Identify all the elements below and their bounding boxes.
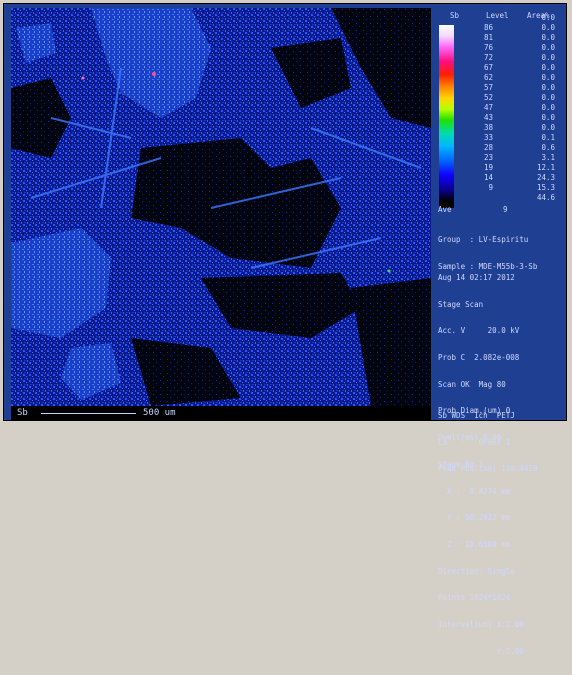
color-scale-row: 67 0.0 bbox=[455, 63, 563, 73]
color-scale-row: 14 24.3 bbox=[455, 173, 563, 183]
sample-line: Sample : MDE-M55b-3-Sb bbox=[438, 261, 538, 271]
color-scale-row: 44.6 bbox=[455, 193, 563, 203]
level-value: 76 bbox=[483, 43, 493, 52]
color-scale-row: 0.0 bbox=[455, 13, 563, 23]
area-value: 0.0 bbox=[541, 83, 555, 92]
area-value: 0.0 bbox=[541, 33, 555, 42]
level-value: 33 bbox=[483, 133, 493, 142]
scale-bar-element: Sb bbox=[17, 408, 28, 418]
level-value: 38 bbox=[483, 123, 493, 132]
area-value: 3.1 bbox=[541, 153, 555, 162]
area-value: 0.0 bbox=[541, 23, 555, 32]
condition-line: Prob C 2.082e-008 bbox=[438, 352, 520, 362]
info-panel: Sb Level Area% 0.0 86 0.0 81 0.0 76 0.0 72 0.0 67… bbox=[433, 8, 565, 656]
spectrometer-line: Peak Pos.(mm) 110.4410 bbox=[438, 464, 538, 474]
color-scale-row: 72 0.0 bbox=[455, 53, 563, 63]
color-scale-row: 38 0.0 bbox=[455, 123, 563, 133]
condition-line: Scan OK Mag 80 bbox=[438, 379, 506, 389]
area-value: 0.0 bbox=[541, 43, 555, 52]
area-header: Area% bbox=[527, 11, 550, 20]
area-value: 0.0 bbox=[541, 73, 555, 82]
color-scale-row: 23 3.1 bbox=[455, 153, 563, 163]
spectrometer-info: Sb WDS 1ch PETJ La Order 1 Peak Pos.(mm)… bbox=[438, 394, 563, 492]
group-line: Group : LV-Espiritu bbox=[438, 234, 529, 244]
level-value: 19 bbox=[483, 163, 493, 172]
color-scale-row: 33 0.1 bbox=[455, 133, 563, 143]
condition-line: Acc. V 20.0 kV bbox=[438, 326, 520, 336]
condition-line: Aug 14 02:17 2012 bbox=[438, 272, 515, 282]
condition-line: Y:2.00 bbox=[438, 646, 524, 656]
sb-distribution-map bbox=[11, 8, 431, 406]
element-label: Sb bbox=[450, 11, 460, 20]
color-scale-row: 52 0.0 bbox=[455, 93, 563, 103]
spectrometer-line: La Order 1 bbox=[438, 437, 511, 447]
condition-line: Direction: Single bbox=[438, 566, 515, 576]
area-value: 0.0 bbox=[541, 63, 555, 72]
color-scale-row: 43 0.0 bbox=[455, 113, 563, 123]
level-value: 28 bbox=[483, 143, 493, 152]
level-header: Level bbox=[486, 11, 509, 20]
condition-line: Prob Diam.(um) 0 bbox=[438, 406, 511, 416]
level-value: 72 bbox=[483, 53, 493, 62]
area-value: 0.0 bbox=[541, 93, 555, 102]
sample-info: Group : LV-Espiritu Sample : MDE-M55b-3-… bbox=[438, 218, 563, 289]
area-value: 0.0 bbox=[541, 13, 555, 22]
level-value: 14 bbox=[483, 173, 493, 182]
condition-line: Stage Scan bbox=[438, 299, 484, 309]
color-scale-row: 19 12.1 bbox=[455, 163, 563, 173]
level-value: 9 bbox=[488, 183, 493, 192]
area-value: 44.6 bbox=[536, 193, 555, 202]
color-scale-row: 47 0.0 bbox=[455, 103, 563, 113]
element-map-image[interactable]: Sb 500 um bbox=[11, 8, 431, 420]
level-value: 81 bbox=[483, 33, 493, 42]
color-scale-row: 76 0.0 bbox=[455, 43, 563, 53]
area-value: 0.0 bbox=[541, 113, 555, 122]
level-value: 43 bbox=[483, 113, 493, 122]
level-value: 57 bbox=[483, 83, 493, 92]
color-scale-bar bbox=[439, 25, 454, 208]
condition-line: Interval(um) X:2.00 bbox=[438, 620, 524, 630]
colorbar-header: Sb Level Area% bbox=[438, 11, 563, 22]
condition-line: Z : 10.6500 mm bbox=[438, 540, 511, 549]
area-value: 0.6 bbox=[541, 143, 555, 152]
color-scale-row: 86 0.0 bbox=[455, 23, 563, 33]
ave-label: Ave bbox=[438, 205, 452, 214]
scale-bar-length: 500 um bbox=[143, 408, 176, 418]
color-scale-row: 9 15.3 bbox=[455, 183, 563, 193]
level-value: 47 bbox=[483, 103, 493, 112]
color-scale-row: 62 0.0 bbox=[455, 73, 563, 83]
area-value: 0.0 bbox=[541, 103, 555, 112]
map-window: Sb 500 um Sb Level Area% 0.0 86 0.0 81 0.0 76… bbox=[3, 3, 567, 656]
average-row: Ave 9 bbox=[433, 205, 563, 216]
color-scale-row: 57 0.0 bbox=[455, 83, 563, 93]
color-scale-row: 28 0.6 bbox=[455, 143, 563, 153]
spectrometer-line: Sb WDS 1ch PETJ bbox=[438, 410, 515, 420]
area-value: 15.3 bbox=[536, 183, 555, 192]
area-value: 0.1 bbox=[541, 133, 555, 142]
level-value: 23 bbox=[483, 153, 493, 162]
level-value: 52 bbox=[483, 93, 493, 102]
area-value: 12.1 bbox=[536, 163, 555, 172]
area-value: 0.0 bbox=[541, 123, 555, 132]
level-value: 67 bbox=[483, 63, 493, 72]
area-value: 24.3 bbox=[536, 173, 555, 182]
condition-line: Points 1024*1024 bbox=[438, 593, 511, 603]
level-value: 62 bbox=[483, 73, 493, 82]
scale-bar-line bbox=[41, 413, 136, 414]
color-scale-row: 81 0.0 bbox=[455, 33, 563, 43]
level-value: 86 bbox=[483, 23, 493, 32]
condition-line: Y : 50.2922 mm bbox=[438, 513, 511, 523]
area-value: 0.0 bbox=[541, 53, 555, 62]
scale-bar: Sb 500 um bbox=[11, 406, 431, 420]
ave-value: 9 bbox=[503, 205, 508, 214]
